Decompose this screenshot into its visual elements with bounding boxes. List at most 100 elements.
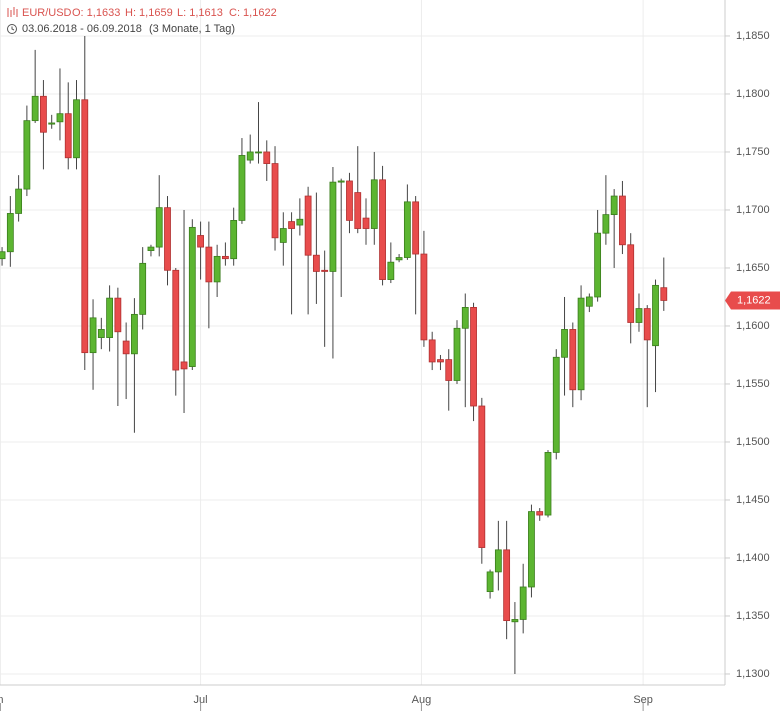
x-tick-label: Aug <box>412 694 432 706</box>
candle-body <box>428 339 436 363</box>
header-close: C: 1,1622 <box>229 7 277 19</box>
candle-body <box>420 253 428 341</box>
candle-body <box>197 235 204 248</box>
last-price-tag <box>725 291 780 310</box>
clock-hand <box>11 26 15 31</box>
candle-body <box>296 218 304 226</box>
candle-body <box>279 228 287 243</box>
candle-body <box>337 180 345 183</box>
header-low: L: 1,1613 <box>177 7 223 19</box>
candle-body <box>23 120 31 190</box>
candle-body <box>519 586 527 620</box>
candle-body <box>494 549 502 573</box>
candle-body <box>602 214 610 234</box>
y-tick-label: 1,1750 <box>736 146 770 158</box>
candle-body <box>660 287 668 301</box>
candle-body <box>569 329 577 391</box>
y-tick-label: 1,1650 <box>736 262 770 274</box>
candle-body <box>255 151 262 154</box>
candle-body <box>528 511 535 588</box>
candle-body <box>6 213 14 253</box>
candle-body <box>503 549 511 622</box>
candle-body <box>0 251 6 260</box>
candle-body <box>172 269 180 371</box>
candle-body <box>106 297 113 338</box>
candle-body <box>122 340 130 355</box>
candle-body <box>114 297 122 333</box>
period: 03.06.2018 - 06.09.2018 <box>22 23 142 35</box>
candle-body <box>346 180 353 221</box>
candle-body <box>139 262 147 315</box>
x-tick-label: Sep <box>633 694 653 706</box>
y-tick-label: 1,1300 <box>736 668 770 680</box>
candle-body <box>577 297 585 391</box>
candle-body <box>453 327 461 381</box>
candle-body <box>511 619 519 623</box>
candle-body <box>594 232 602 298</box>
candle-body <box>610 195 618 216</box>
candle-body <box>304 195 312 256</box>
candle-body <box>238 155 246 221</box>
last-price-label: 1,1622 <box>737 294 771 306</box>
y-tick-label: 1,1700 <box>736 204 770 216</box>
y-tick-label: 1,1550 <box>736 378 770 390</box>
candle-body <box>188 226 196 367</box>
candle-body <box>585 296 593 307</box>
grid <box>0 0 725 685</box>
y-tick-label: 1,1400 <box>736 552 770 564</box>
candle-body <box>213 255 221 283</box>
y-tick-label: 1,1500 <box>736 436 770 448</box>
candle-body <box>445 359 453 381</box>
candle-body <box>643 308 651 341</box>
candle-body <box>205 246 213 283</box>
candle-body <box>155 207 163 248</box>
candle-body <box>48 122 56 125</box>
candle-body <box>64 113 72 159</box>
candle-body <box>470 307 477 407</box>
candle-body <box>73 99 80 159</box>
candle-body <box>403 201 411 258</box>
candle-body <box>387 261 395 280</box>
chart-icon <box>7 7 18 17</box>
y-tick-label: 1,1450 <box>736 494 770 506</box>
candle-body <box>180 361 188 370</box>
candle-body <box>354 192 362 229</box>
symbol: EUR/USD <box>22 7 72 19</box>
candle-body <box>486 571 494 593</box>
candle-body <box>221 255 229 260</box>
y-tick-label: 1,1600 <box>736 320 770 332</box>
candle-body <box>561 329 568 358</box>
candle-body <box>246 151 254 161</box>
candle-body <box>40 95 47 133</box>
candle-body <box>230 220 238 260</box>
candle-body <box>619 195 626 246</box>
candle-body <box>478 405 486 548</box>
candle-body <box>329 181 337 272</box>
clock-icon <box>7 24 17 34</box>
candle-body <box>544 452 552 516</box>
candle-body <box>627 244 635 323</box>
candle-body <box>288 221 295 229</box>
header-high: H: 1,1659 <box>125 7 173 19</box>
candle-body <box>81 99 89 354</box>
candle-body <box>271 163 279 239</box>
header: EUR/USD O: 1,1633 H: 1,1659 L: 1,1613 C:… <box>7 7 277 35</box>
y-tick-label: 1,1350 <box>736 610 770 622</box>
x-tick-label: Jul <box>194 694 208 706</box>
y-tick-label: 1,1800 <box>736 88 770 100</box>
period-note: (3 Monate, 1 Tag) <box>149 23 235 35</box>
candle-body <box>321 269 329 272</box>
header-open: O: 1,1633 <box>72 7 120 19</box>
candle-body <box>370 179 378 229</box>
candle-body <box>164 207 171 271</box>
candle-body <box>312 254 320 272</box>
candle-body <box>536 511 544 516</box>
candle-body <box>635 308 643 323</box>
candle-body <box>412 201 420 255</box>
candle-body <box>379 179 386 280</box>
candle-body <box>461 307 469 329</box>
candle-body <box>652 284 659 347</box>
candle-body <box>89 317 97 354</box>
candle-body <box>263 151 271 164</box>
